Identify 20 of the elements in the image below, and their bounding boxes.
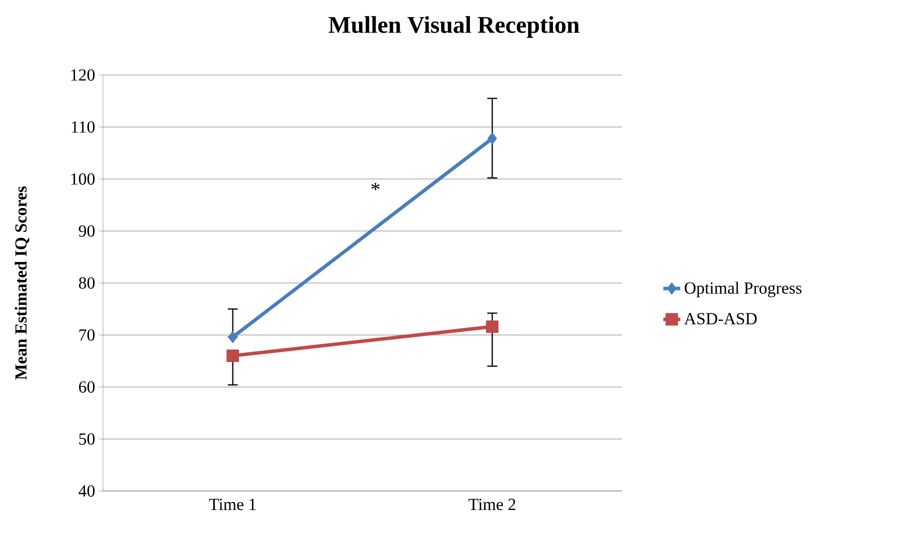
y-tick-label: 110 xyxy=(72,121,95,133)
y-tick-label: 80 xyxy=(78,277,95,289)
point xyxy=(488,132,497,145)
y-axis-title: Mean Estimated IQ Scores xyxy=(14,186,30,380)
legend-label: ASD-ASD xyxy=(684,313,757,324)
chart-title: Mullen Visual Reception xyxy=(328,16,580,38)
y-tick-label: 90 xyxy=(78,225,95,237)
point xyxy=(226,350,239,362)
y-tick-label: 40 xyxy=(78,485,95,497)
y-tick-label: 70 xyxy=(79,329,95,341)
y-tick-label: 120 xyxy=(71,69,95,81)
point xyxy=(486,320,498,333)
y-tick-label: 60 xyxy=(79,381,95,393)
legend-label: Optimal Progress xyxy=(684,282,802,298)
point xyxy=(228,330,238,344)
x-tick-label: Time 2 xyxy=(468,498,516,510)
annotation: * xyxy=(371,182,380,190)
x-tick-label: Time 1 xyxy=(209,498,256,510)
y-tick-label: 100 xyxy=(71,173,95,185)
y-tick-label: 50 xyxy=(79,433,95,445)
